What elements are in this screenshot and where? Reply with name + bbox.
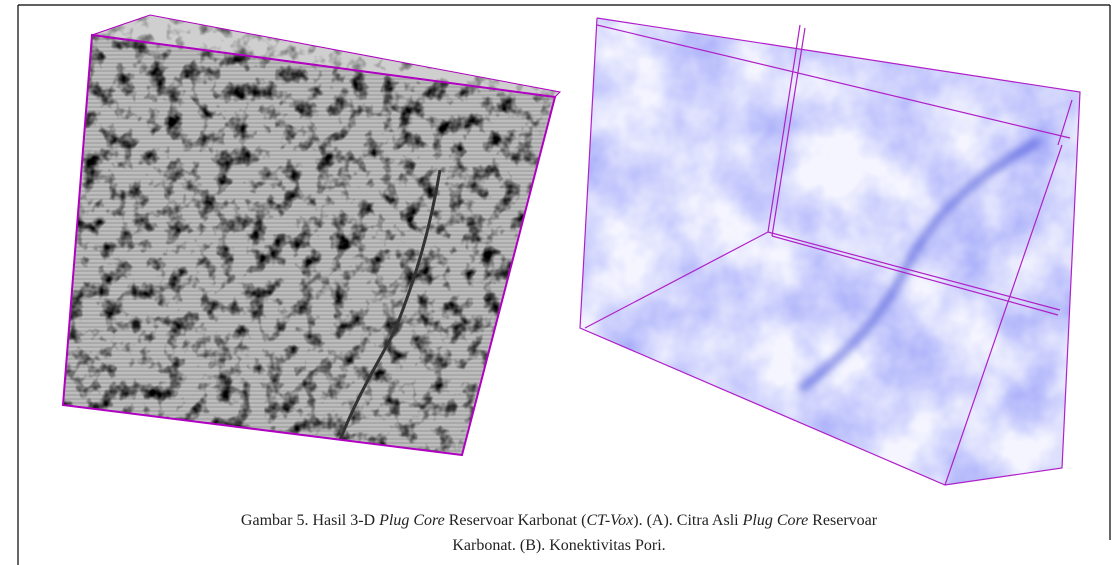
caption-text: Reservoar Karbonat ( (445, 512, 587, 529)
caption-text: ). (A). Citra Asli (633, 512, 742, 529)
caption-italic: Plug Core (379, 512, 445, 529)
figure-page: Gambar 5. Hasil 3-D Plug Core Reservoar … (0, 0, 1118, 565)
plug-core-original (60, 15, 560, 460)
caption-italic: Plug Core (743, 512, 809, 529)
caption-text: Karbonat. (B). Konektivitas Pori. (452, 537, 665, 554)
caption-text: Reservoar (808, 512, 877, 529)
pore-connectivity (575, 15, 1085, 490)
caption-italic: CT-Vox (586, 512, 633, 529)
caption-line-2: Karbonat. (B). Konektivitas Pori. (0, 537, 1118, 555)
caption-text: Gambar 5. Hasil 3-D (241, 512, 379, 529)
caption-line-1: Gambar 5. Hasil 3-D Plug Core Reservoar … (0, 512, 1118, 530)
figure (0, 0, 1118, 565)
